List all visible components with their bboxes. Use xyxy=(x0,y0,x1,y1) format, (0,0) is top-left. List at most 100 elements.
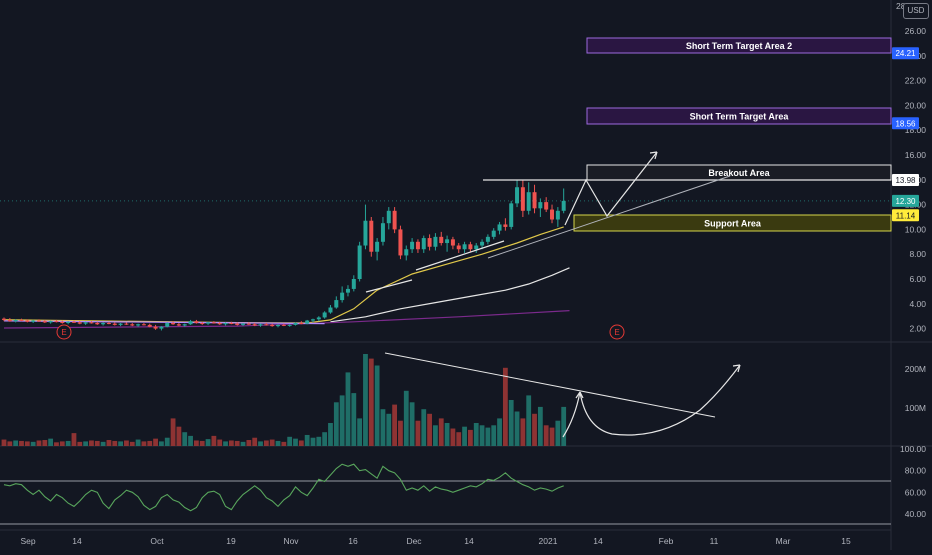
candle-body xyxy=(246,323,251,325)
volume-bar xyxy=(193,440,199,446)
price-tick-label: 10.00 xyxy=(905,224,927,234)
trendline-white xyxy=(365,279,413,293)
volume-bar xyxy=(199,440,205,446)
candle xyxy=(36,319,41,322)
candle xyxy=(316,316,321,322)
candle-body xyxy=(36,320,41,322)
candle-body xyxy=(66,321,71,324)
candle xyxy=(211,321,216,324)
candle-body xyxy=(89,322,94,324)
price-tick-label: 22.00 xyxy=(905,76,927,86)
candle xyxy=(445,235,450,252)
candle-body xyxy=(54,321,59,323)
volume-bar xyxy=(205,439,211,446)
candle-body xyxy=(71,321,76,323)
candle xyxy=(200,321,205,325)
volume-bar xyxy=(7,441,13,446)
volume-bar xyxy=(333,402,339,446)
volume-bar xyxy=(433,425,438,446)
volume-bar xyxy=(153,438,158,446)
candle-body xyxy=(217,323,222,325)
candle xyxy=(258,323,263,327)
currency-badge[interactable]: USD xyxy=(903,3,929,19)
candle-body xyxy=(264,324,269,326)
candle xyxy=(229,321,234,325)
candle-body xyxy=(555,210,560,220)
volume-bar xyxy=(19,440,24,446)
volume-bar xyxy=(328,423,333,446)
volume-bar xyxy=(94,440,100,446)
price-tick-label: 28 xyxy=(896,1,906,11)
volume-projection xyxy=(562,364,741,438)
candle-body xyxy=(188,321,193,325)
candle xyxy=(83,321,88,325)
candle xyxy=(42,319,47,324)
time-tick-label: Mar xyxy=(776,536,791,546)
candle-body xyxy=(165,323,170,327)
candle xyxy=(19,318,24,322)
rsi-line xyxy=(3,463,564,512)
candle xyxy=(60,320,65,324)
candle-body xyxy=(328,307,333,313)
volume-bar xyxy=(491,425,497,446)
volume-bar xyxy=(83,441,89,446)
volume-bar xyxy=(258,441,263,446)
candle xyxy=(264,323,269,326)
candle-body xyxy=(404,249,409,256)
candle xyxy=(398,225,403,260)
candle xyxy=(334,296,339,309)
candle-body xyxy=(293,323,298,325)
candle-body xyxy=(456,245,461,250)
candle xyxy=(328,305,333,314)
candle xyxy=(322,311,327,319)
candle-body xyxy=(223,323,228,325)
volume-bar xyxy=(520,418,526,446)
volume-bar xyxy=(164,437,170,446)
candle-body xyxy=(380,223,385,242)
volume-bar xyxy=(456,432,462,446)
candle xyxy=(89,321,94,324)
volume-bar xyxy=(468,429,473,446)
zone-label: Short Term Target Area xyxy=(690,112,790,122)
volume-bar xyxy=(351,393,357,446)
volume-bar xyxy=(217,439,223,446)
candle-body xyxy=(334,300,339,308)
volume-bar xyxy=(392,404,398,446)
earnings-marker: E xyxy=(609,324,625,340)
candle xyxy=(305,319,310,325)
volume-bar xyxy=(281,441,287,446)
candle xyxy=(270,323,275,327)
candle-body xyxy=(13,319,18,322)
candle-body xyxy=(241,323,246,325)
candle-body xyxy=(491,230,496,237)
volume-bar xyxy=(129,441,135,446)
candle-body xyxy=(136,324,141,326)
earnings-marker: E xyxy=(56,324,72,340)
volume-bar xyxy=(380,409,386,446)
candle-body xyxy=(60,321,65,324)
price-badge-bg xyxy=(892,194,919,207)
volume-tick-label: 100M xyxy=(905,403,926,413)
price-badge-bg xyxy=(892,47,919,60)
candle xyxy=(176,323,181,327)
price-badge-text: 11.14 xyxy=(896,211,916,220)
volume-bar xyxy=(386,413,392,446)
volume-bar xyxy=(135,439,141,446)
candle-body xyxy=(2,318,6,320)
candle xyxy=(112,322,117,326)
price-badge-text: 24.21 xyxy=(895,49,916,58)
candle xyxy=(223,322,228,326)
price-badge-text: 13.98 xyxy=(895,176,916,185)
price-label-badge: 11.14 xyxy=(892,209,919,222)
price-tick-label: 2.00 xyxy=(909,324,926,334)
volume-bar xyxy=(118,441,123,446)
price-tick-label: 8.00 xyxy=(909,249,926,259)
candle xyxy=(532,184,537,214)
price-badge-text: 12.30 xyxy=(895,197,916,206)
candle xyxy=(124,322,129,325)
candle xyxy=(439,231,444,246)
candle xyxy=(281,323,286,327)
candle-body xyxy=(480,241,485,246)
